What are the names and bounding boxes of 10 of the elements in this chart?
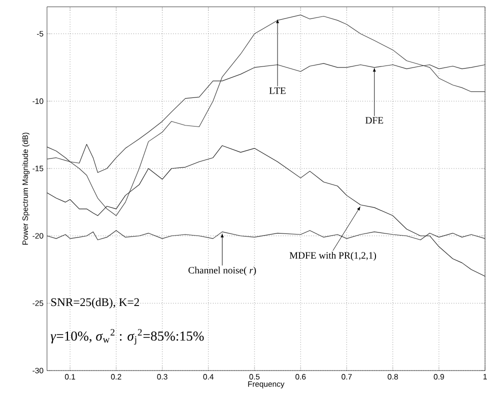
line-series: [46, 230, 486, 240]
line-series: [46, 63, 486, 173]
annotation: MDFE with PR(1,2,1): [290, 252, 376, 261]
annotation: LTE: [269, 88, 286, 94]
annotation: Channel noise( r): [188, 266, 256, 276]
line-series: [46, 14, 486, 216]
annotation: SNR=25(dB), K=2: [51, 298, 139, 309]
line-series: [46, 145, 486, 277]
annotation: DFE: [365, 117, 384, 124]
text: γ=10%, σ$_{w}$$^{2}$ : σ$_{j}$$^{2}$=85%:15%: [50, 329, 204, 345]
